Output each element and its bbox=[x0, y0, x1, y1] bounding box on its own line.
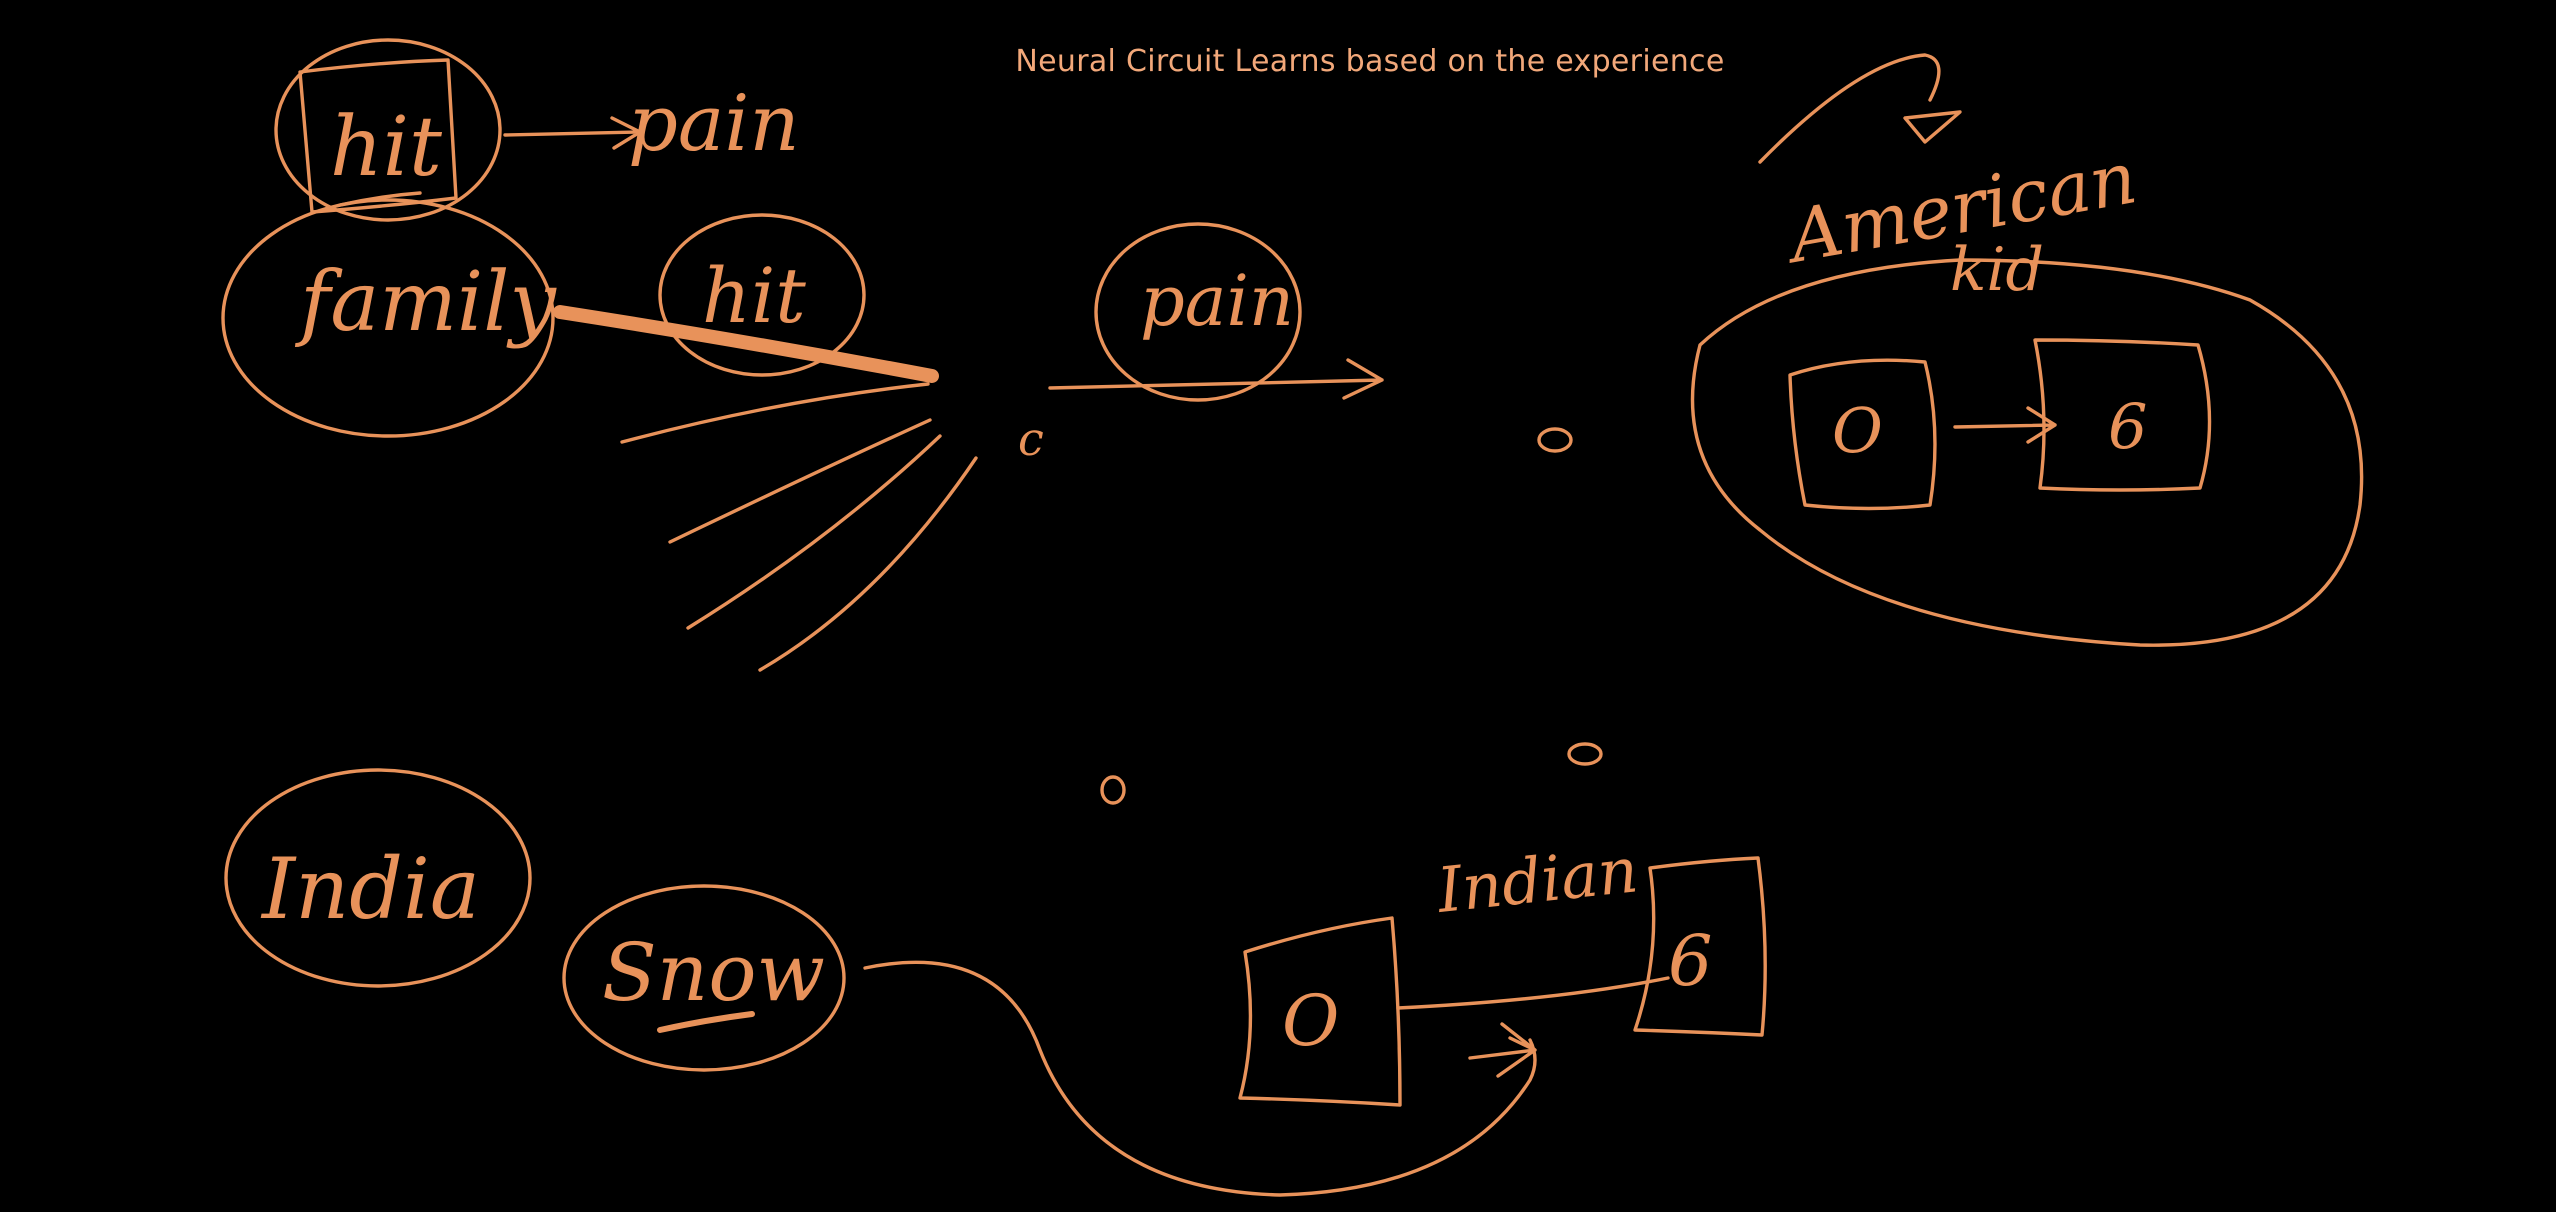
hit-circle-mid bbox=[658, 213, 866, 377]
scattered-node-3 bbox=[1567, 742, 1603, 766]
india-cluster: India bbox=[224, 768, 532, 988]
american-kid-cluster: American kid O 6 bbox=[1690, 53, 2364, 647]
input-line-4 bbox=[758, 456, 978, 672]
hit-to-pain-arrow bbox=[503, 116, 642, 150]
box-o-to-6-bottom-line bbox=[1396, 976, 1670, 1010]
box-6-right bbox=[2033, 338, 2212, 492]
page-title: Neural Circuit Learns based on the exper… bbox=[1015, 44, 1725, 79]
box-o-to-6-arrow bbox=[1953, 406, 2057, 444]
snow-underline bbox=[657, 1011, 755, 1033]
scattered-node-2 bbox=[1100, 775, 1126, 805]
input-line-2 bbox=[668, 418, 932, 544]
box-o-bottom bbox=[1238, 916, 1402, 1107]
american-kid-ellipse bbox=[1690, 258, 2364, 647]
hit-label-mid: hit bbox=[702, 251, 806, 340]
indian-cluster: Indian O 6 bbox=[1238, 833, 1767, 1107]
neuron-c-node-inner bbox=[1017, 379, 1039, 401]
family-cluster: family bbox=[221, 198, 557, 438]
neuron-c-label: c bbox=[1018, 412, 1044, 466]
american-hook-arrowhead bbox=[1903, 110, 1962, 144]
box-6-bottom-label: 6 bbox=[1668, 920, 1713, 1002]
box-6-right-label: 6 bbox=[2108, 390, 2147, 463]
family-circle bbox=[221, 198, 555, 438]
kid-label: kid bbox=[1950, 235, 2044, 305]
hit-circle-top bbox=[274, 38, 502, 222]
pain-label-mid: pain bbox=[1140, 260, 1294, 342]
box-o-bottom-label: O bbox=[1282, 980, 1339, 1062]
pain-label-top: pain bbox=[628, 79, 800, 169]
box-6-bottom bbox=[1633, 856, 1767, 1037]
pain-circle-mid bbox=[1094, 222, 1302, 402]
snow-curve-arrowhead bbox=[1468, 1022, 1537, 1078]
india-label: India bbox=[260, 840, 480, 938]
hit-pain-cluster: hit pain bbox=[274, 38, 800, 222]
family-label: family bbox=[294, 255, 557, 350]
hit-box-top bbox=[298, 58, 458, 214]
snow-circle bbox=[562, 884, 846, 1072]
box-o-right bbox=[1788, 358, 1937, 511]
india-circle bbox=[224, 768, 532, 988]
input-line-3 bbox=[686, 434, 942, 630]
american-hook-curve bbox=[1758, 53, 1941, 164]
scattered-node-1 bbox=[1537, 427, 1573, 453]
input-line-1 bbox=[620, 382, 930, 444]
indian-label: Indian bbox=[1433, 833, 1641, 927]
snow-label: Snow bbox=[602, 926, 825, 1019]
neuron-output-arrow bbox=[1048, 358, 1384, 400]
neuron-c-cluster: hit c pain bbox=[553, 213, 1384, 672]
box-o-right-label: O bbox=[1832, 394, 1883, 467]
snow-to-indian-curve bbox=[863, 960, 1537, 1197]
hit-label-top: hit bbox=[330, 100, 443, 195]
strong-input-line bbox=[553, 305, 939, 383]
snow-cluster: Snow bbox=[562, 884, 1537, 1197]
